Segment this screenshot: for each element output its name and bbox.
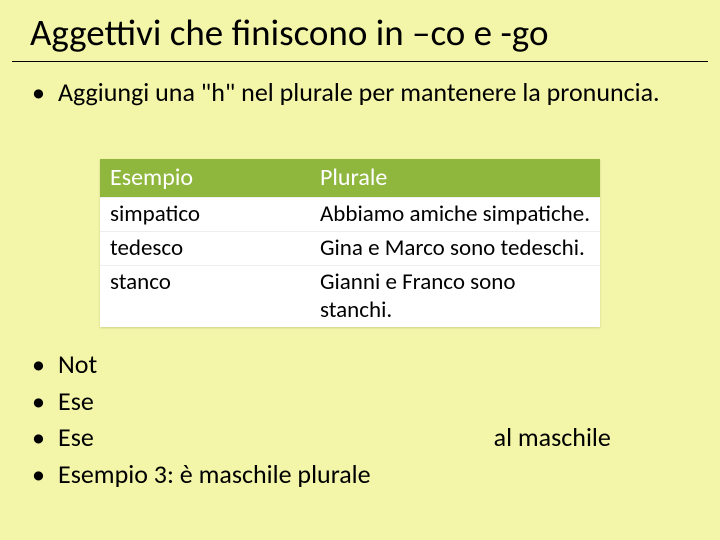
- slide-title: Aggettivi che finiscono in –co e -go: [12, 0, 708, 62]
- lower-bullets: Not Ese Esempio 2: maschile e femminile …: [30, 348, 690, 494]
- table-row: stanco Gianni e Franco sono stanchi.: [100, 265, 600, 327]
- table-row: simpatico Abbiamo amiche simpatiche.: [100, 198, 600, 232]
- bullet-ese2-a: Ese: [58, 421, 94, 453]
- examples-table: Esempio Plurale simpatico Abbiamo amiche…: [100, 159, 600, 327]
- bullet-ese2-b: al maschile: [494, 421, 611, 453]
- intro-bullet: Aggiungi una "h" nel plurale per mantene…: [30, 76, 690, 109]
- bullet-ese1: Ese: [30, 385, 690, 418]
- cell: stanco: [100, 265, 310, 327]
- cell: Abbiamo amiche simpatiche.: [310, 198, 600, 232]
- cell: Gianni e Franco sono stanchi.: [310, 265, 600, 327]
- bullet-ese3: Esempio 3: è maschile plurale: [30, 458, 690, 491]
- col-plurale: Plurale: [310, 159, 600, 198]
- slide-content: Aggiungi una "h" nel plurale per mantene…: [0, 62, 720, 109]
- table-row: tedesco Gina e Marco sono tedeschi.: [100, 231, 600, 265]
- table-header-row: Esempio Plurale: [100, 159, 600, 198]
- cell: tedesco: [100, 231, 310, 265]
- cell: simpatico: [100, 198, 310, 232]
- bullet-ese2: Esempio 2: maschile e femminile si volge…: [30, 421, 690, 454]
- cell: Gina e Marco sono tedeschi.: [310, 231, 600, 265]
- col-esempio: Esempio: [100, 159, 310, 198]
- bullet-nota: Not: [30, 348, 690, 381]
